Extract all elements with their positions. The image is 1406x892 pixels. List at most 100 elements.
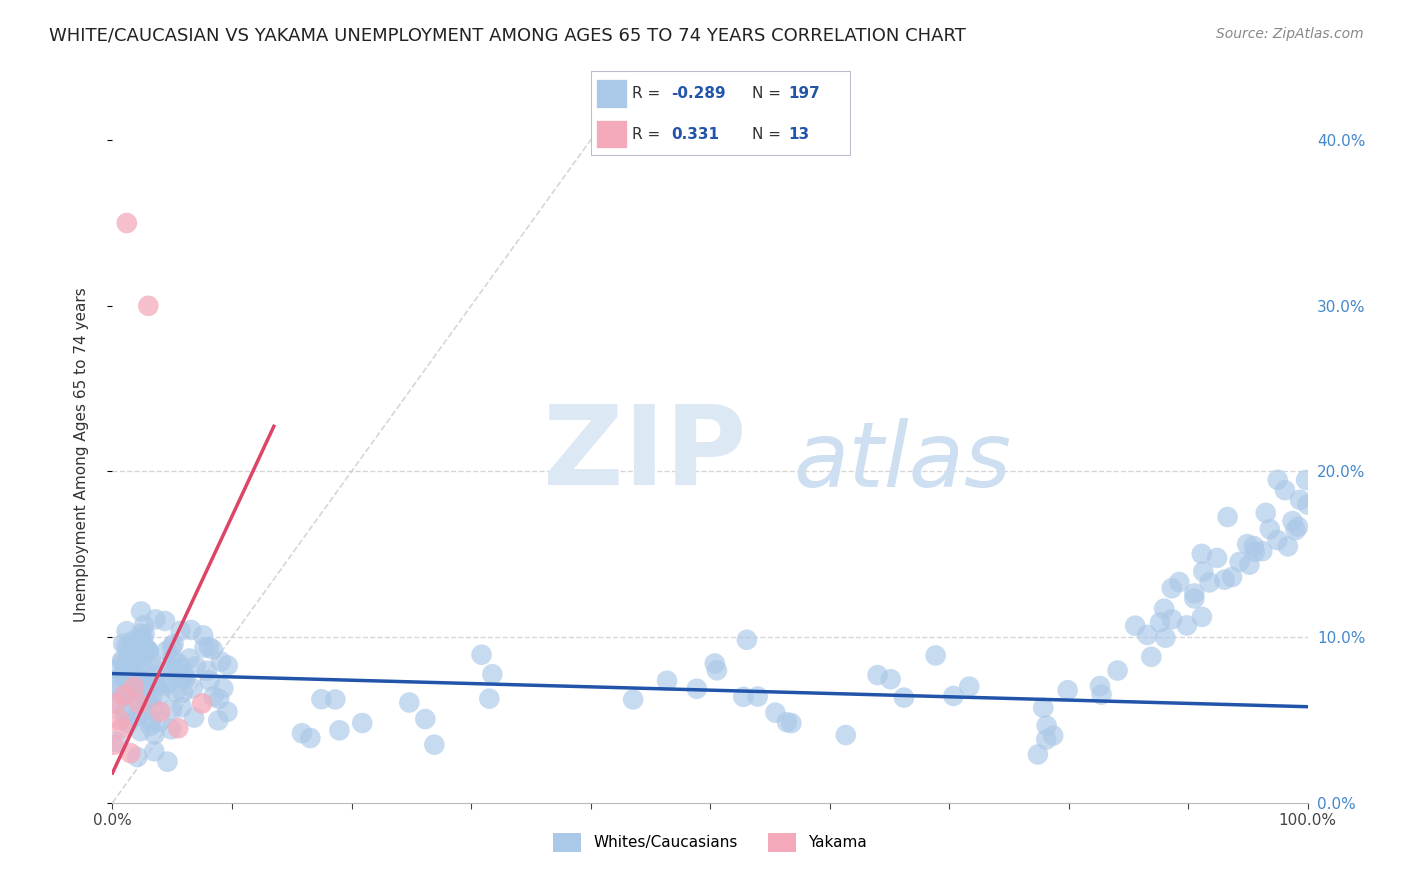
Point <box>115 655 138 669</box>
Point <box>128 634 150 648</box>
Point <box>1216 510 1239 524</box>
Point <box>125 641 148 656</box>
Point <box>134 627 156 641</box>
Point <box>167 657 190 671</box>
Point <box>415 712 437 726</box>
Text: Source: ZipAtlas.com: Source: ZipAtlas.com <box>1216 27 1364 41</box>
Point <box>132 675 155 690</box>
Point <box>1220 570 1243 584</box>
Point <box>138 644 160 658</box>
Point <box>129 675 152 690</box>
Point <box>1090 688 1112 702</box>
Point <box>866 668 889 682</box>
Point <box>118 681 141 696</box>
Point <box>117 716 139 731</box>
Point <box>111 655 134 669</box>
Point <box>170 661 193 675</box>
Point <box>1153 601 1175 615</box>
Point <box>124 676 146 690</box>
Point <box>1277 540 1299 554</box>
Point <box>170 671 193 685</box>
Point <box>398 696 420 710</box>
Point <box>139 714 162 728</box>
Point <box>1267 533 1289 547</box>
Point <box>121 649 143 664</box>
Point <box>780 716 803 731</box>
Point <box>117 642 139 657</box>
Point <box>1161 612 1184 626</box>
Point <box>124 673 146 688</box>
Point <box>195 664 218 678</box>
Point <box>747 690 769 704</box>
Point <box>835 728 858 742</box>
Point <box>1229 555 1251 569</box>
Point <box>111 653 134 667</box>
Point <box>179 651 201 665</box>
Point <box>143 668 166 682</box>
Point <box>1286 520 1309 534</box>
Point <box>471 648 494 662</box>
Point <box>112 689 135 703</box>
Point <box>174 673 197 687</box>
Point <box>191 628 214 642</box>
Point <box>122 680 145 694</box>
Point <box>155 679 177 693</box>
Point <box>162 662 184 676</box>
Point <box>1281 514 1303 528</box>
Point <box>193 640 215 655</box>
Point <box>733 690 755 704</box>
Point <box>132 638 155 652</box>
Legend: Whites/Caucasians, Yakama: Whites/Caucasians, Yakama <box>547 827 873 858</box>
Point <box>323 692 346 706</box>
Point <box>1191 547 1213 561</box>
Point <box>160 660 183 674</box>
Point <box>311 692 333 706</box>
Point <box>129 604 152 618</box>
Point <box>1243 545 1265 559</box>
Point <box>1258 522 1281 536</box>
Point <box>212 681 235 696</box>
Point <box>114 688 135 702</box>
Point <box>765 706 787 720</box>
Point <box>706 663 728 677</box>
Text: ZIP: ZIP <box>543 401 747 508</box>
Point <box>291 726 314 740</box>
Point <box>105 697 128 711</box>
Point <box>1267 473 1289 487</box>
Point <box>167 721 190 735</box>
Point <box>202 690 225 704</box>
Point <box>108 713 131 727</box>
Point <box>134 640 156 654</box>
Point <box>735 632 758 647</box>
Point <box>208 692 231 706</box>
Point <box>129 674 152 689</box>
Point <box>141 659 163 673</box>
Point <box>1032 700 1054 714</box>
Point <box>1123 618 1146 632</box>
Text: 197: 197 <box>789 86 820 101</box>
Point <box>207 714 229 728</box>
Point <box>1088 679 1111 693</box>
Point <box>180 623 202 637</box>
Point <box>1254 506 1277 520</box>
Text: R =: R = <box>633 86 661 101</box>
Point <box>621 692 644 706</box>
Point <box>703 657 725 671</box>
Point <box>117 666 139 681</box>
Point <box>121 683 143 698</box>
Point <box>162 637 184 651</box>
Point <box>131 654 153 668</box>
Point <box>942 689 965 703</box>
Point <box>156 644 179 658</box>
Point <box>143 675 166 690</box>
Point <box>1140 649 1163 664</box>
Point <box>127 750 149 764</box>
Point <box>103 738 125 752</box>
Point <box>112 665 135 679</box>
Point <box>1284 523 1306 537</box>
Point <box>1042 729 1064 743</box>
Text: atlas: atlas <box>793 417 1012 506</box>
Point <box>217 705 239 719</box>
Point <box>129 626 152 640</box>
Point <box>149 705 172 719</box>
